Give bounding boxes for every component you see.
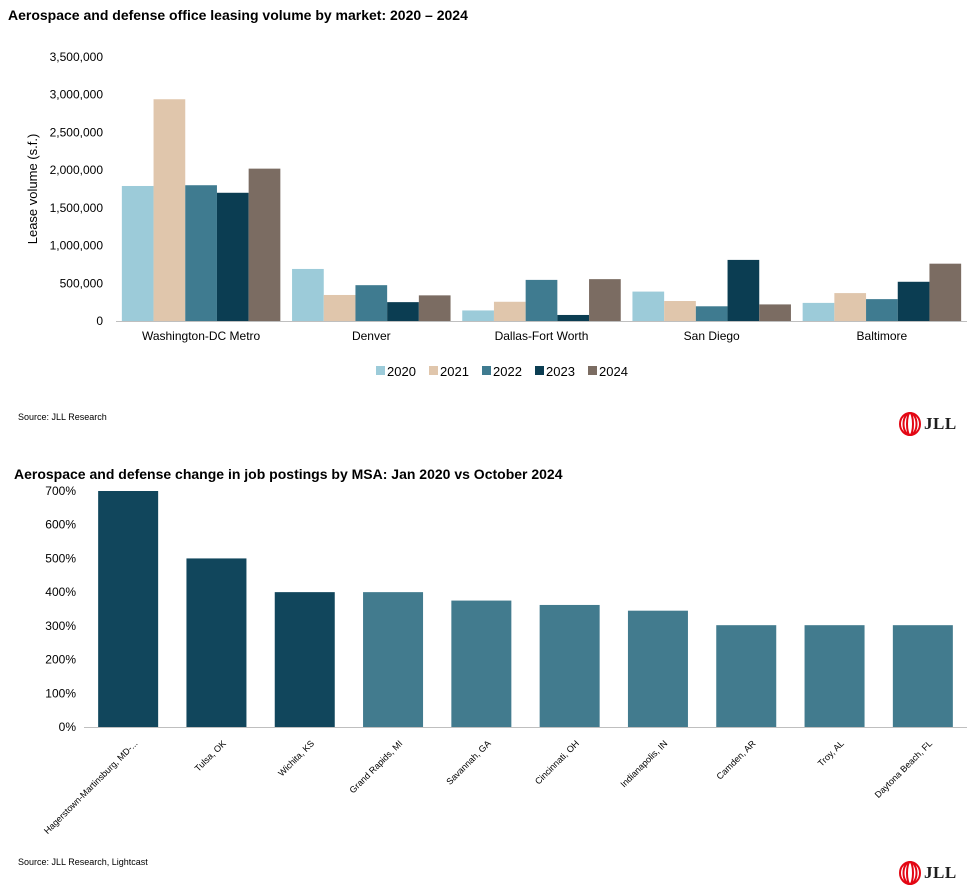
chart1-y-tick-label: 2,000,000 xyxy=(50,163,104,177)
chart2-x-tick-label: Camden, AR xyxy=(715,738,759,782)
chart2-x-tick-label: Tulsa, OK xyxy=(193,738,228,773)
chart2-title: Aerospace and defense change in job post… xyxy=(14,466,563,482)
chart1-legend-swatch xyxy=(429,366,438,375)
chart2-bar xyxy=(716,625,777,727)
chart2-bar xyxy=(363,592,424,727)
chart1-x-tick-label: Dallas-Fort Worth xyxy=(495,329,589,343)
chart1-bar xyxy=(802,302,835,321)
chart1-bar xyxy=(632,291,665,321)
chart1-bar xyxy=(759,304,791,321)
chart1-x-tick-label: San Diego xyxy=(684,329,740,343)
chart2-x-tick-label: Cincinnati, OH xyxy=(533,738,581,786)
chart1-bar xyxy=(897,281,930,321)
chart2-bar xyxy=(274,592,335,727)
chart1-bar xyxy=(387,302,419,321)
chart2-y-tick-label: 0% xyxy=(59,720,77,734)
jll-logo-top: JLL xyxy=(899,412,957,436)
jll-logo-mark-icon xyxy=(899,861,921,885)
chart1-bar xyxy=(248,168,281,321)
chart1-legend-swatch xyxy=(482,366,491,375)
leasing-volume-chart: 0 500,000 1,000,000 1,500,000 2,000,000 2,500… xyxy=(25,50,967,379)
chart2-x-tick-label: Daytona Beach, FL xyxy=(873,738,935,800)
chart1-bar xyxy=(355,285,388,321)
chart1-legend-label: 2023 xyxy=(546,364,575,379)
chart1-bar xyxy=(216,192,249,321)
chart1-y-axis-label: Lease volume (s.f.) xyxy=(25,134,40,245)
chart1-y-tick-label: 0 xyxy=(96,314,103,328)
chart1-bar xyxy=(493,301,526,321)
chart1-y-tick-label: 2,500,000 xyxy=(50,125,104,139)
chart1-bar xyxy=(323,294,356,321)
chart1-legend-label: 2022 xyxy=(493,364,522,379)
chart2-x-tick-label: Troy, AL xyxy=(816,738,846,768)
chart1-bar xyxy=(664,301,696,321)
chart2-y-tick-label: 100% xyxy=(45,686,76,700)
chart2-x-tick-label: Savannah, GA xyxy=(444,738,492,786)
chart2-y-tick-label: 200% xyxy=(45,653,76,667)
chart1-bar xyxy=(929,263,962,321)
chart2-y-tick-label: 700% xyxy=(45,484,76,498)
jll-logo-text: JLL xyxy=(924,414,957,433)
chart2-x-tick-label: Grand Rapids, MI xyxy=(348,738,405,795)
chart1-legend-label: 2024 xyxy=(599,364,628,379)
chart1-bar xyxy=(866,299,898,321)
chart1-x-tick-label: Denver xyxy=(352,329,391,343)
chart1-source: Source: JLL Research xyxy=(18,412,107,422)
chart1-legend-label: 2021 xyxy=(440,364,469,379)
chart1-bar xyxy=(589,279,621,321)
jll-logo-bottom: JLL xyxy=(899,861,957,885)
jll-logo-text: JLL xyxy=(924,863,957,882)
chart2-bar xyxy=(451,600,512,727)
chart2-y-tick-label: 600% xyxy=(45,518,76,532)
chart1-y-tick-label: 3,500,000 xyxy=(50,50,104,64)
chart1-legend-swatch xyxy=(376,366,385,375)
chart1-bar xyxy=(185,185,217,321)
chart1-y-tick-label: 1,500,000 xyxy=(50,201,104,215)
chart1-bar xyxy=(834,293,867,321)
chart1-x-tick-label: Baltimore xyxy=(857,329,908,343)
chart1-bar xyxy=(292,268,324,321)
chart2-bar xyxy=(186,558,247,727)
chart2-x-tick-label: Indianapolis, IN xyxy=(618,738,669,789)
jll-logo-mark-icon xyxy=(899,412,921,436)
chart1-bar xyxy=(418,295,451,321)
chart1-bar xyxy=(727,259,760,321)
chart1-legend-label: 2020 xyxy=(387,364,416,379)
chart2-bar xyxy=(98,491,159,727)
chart1-legend-swatch xyxy=(535,366,544,375)
chart2-bar xyxy=(627,610,688,727)
chart2-bar xyxy=(892,625,953,727)
chart2-y-tick-label: 400% xyxy=(45,585,76,599)
chart2-y-tick-label: 500% xyxy=(45,551,76,565)
chart2-bar xyxy=(539,604,600,727)
chart1-y-tick-label: 500,000 xyxy=(60,276,104,290)
chart2-y-tick-label: 300% xyxy=(45,619,76,633)
chart1-y-tick-label: 1,000,000 xyxy=(50,239,104,253)
chart1-bar xyxy=(462,310,494,321)
chart1-bar xyxy=(695,306,728,321)
chart2-bar xyxy=(804,625,865,727)
chart1-x-tick-label: Washington-DC Metro xyxy=(142,329,261,343)
chart2-x-tick-label: Hagerstown-Martinsburg, MD-... xyxy=(42,738,140,836)
chart2-source: Source: JLL Research, Lightcast xyxy=(18,857,148,867)
job-postings-chart: 0% 100% 200% 300% 400% 500% 600% 700% Hagerstown… xyxy=(42,484,967,836)
chart1-bar xyxy=(557,314,590,321)
chart2-x-tick-label: Wichita, KS xyxy=(276,738,316,778)
chart1-bar xyxy=(525,279,558,321)
chart1-y-tick-label: 3,000,000 xyxy=(50,88,104,102)
chart1-title: Aerospace and defense office leasing vol… xyxy=(8,7,468,23)
chart1-bar xyxy=(121,185,154,321)
chart1-legend-swatch xyxy=(588,366,597,375)
chart1-bar xyxy=(153,99,186,322)
